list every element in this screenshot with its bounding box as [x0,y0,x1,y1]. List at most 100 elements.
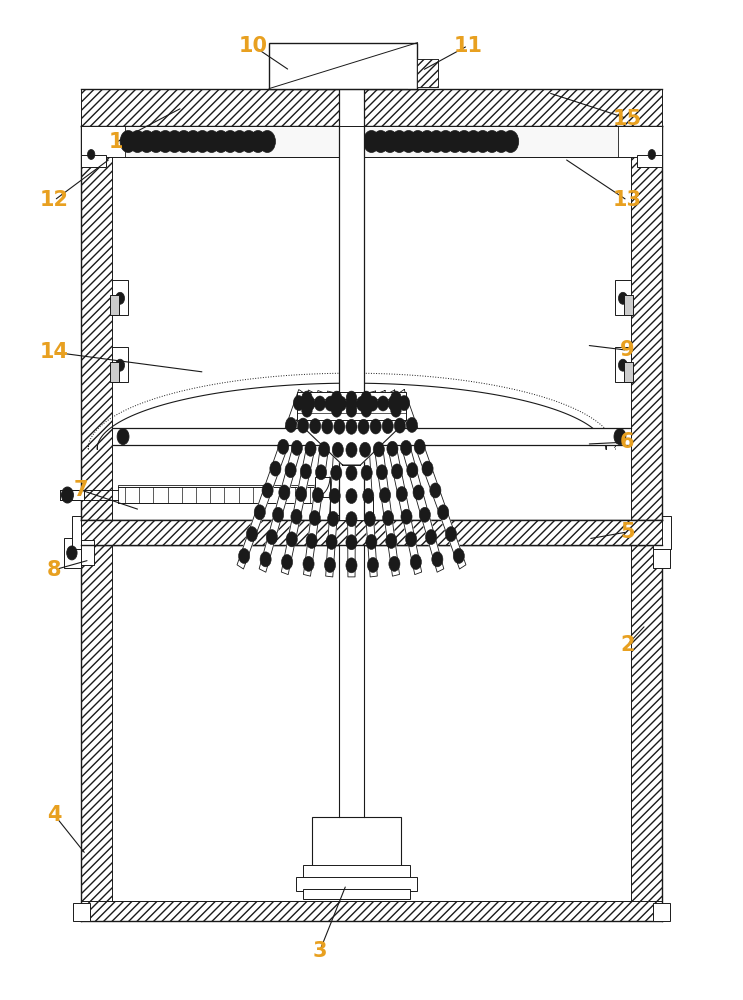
Circle shape [346,489,357,504]
Circle shape [380,488,391,503]
Bar [617,126,662,157]
Circle shape [446,527,456,542]
Circle shape [309,511,320,526]
Circle shape [388,396,399,411]
Bar [653,538,669,568]
Circle shape [212,131,229,152]
Circle shape [398,396,409,411]
Circle shape [346,465,357,480]
Text: 15: 15 [613,109,642,129]
Text: 11: 11 [453,36,482,56]
Circle shape [382,419,393,434]
Bar [81,545,112,921]
Circle shape [148,131,164,152]
Circle shape [484,131,500,152]
Circle shape [331,465,342,480]
Circle shape [322,419,333,434]
Bar [112,347,129,382]
Bar [303,865,410,879]
Circle shape [406,417,418,432]
Circle shape [273,507,284,522]
Circle shape [383,511,394,526]
Circle shape [231,131,247,152]
Circle shape [250,131,266,152]
Bar [81,520,662,545]
Circle shape [382,131,398,152]
Circle shape [279,485,290,500]
Circle shape [447,131,463,152]
Bar [269,43,418,89]
Circle shape [314,396,325,411]
Bar [623,362,632,382]
Bar [315,477,330,497]
Bar [81,540,94,565]
Circle shape [346,403,357,417]
Circle shape [293,396,305,411]
Circle shape [305,441,316,456]
Circle shape [332,442,343,457]
Circle shape [129,131,146,152]
Circle shape [334,419,345,434]
Polygon shape [377,391,421,575]
Bar [339,84,364,126]
Text: 14: 14 [39,342,68,362]
Circle shape [158,131,173,152]
Circle shape [175,131,192,152]
Bar [81,126,126,157]
Circle shape [325,557,336,572]
Bar [631,545,662,921]
Circle shape [278,439,289,454]
Circle shape [328,511,339,526]
Circle shape [475,131,491,152]
Circle shape [391,131,407,152]
Polygon shape [296,420,407,465]
Text: 2: 2 [620,635,635,655]
Circle shape [363,488,374,503]
Circle shape [389,556,400,571]
Circle shape [325,396,336,411]
Circle shape [367,557,378,572]
Circle shape [391,403,401,417]
Circle shape [270,461,281,476]
Circle shape [316,465,327,480]
Circle shape [247,527,258,542]
Text: 10: 10 [239,36,267,56]
Bar [339,126,364,520]
Circle shape [303,556,314,571]
Circle shape [401,509,412,524]
Circle shape [377,396,389,411]
Circle shape [456,131,473,152]
Circle shape [346,535,357,550]
Circle shape [117,429,129,445]
Circle shape [438,505,449,520]
Text: 3: 3 [312,941,327,961]
Polygon shape [357,392,377,577]
Circle shape [419,507,430,522]
Circle shape [400,440,412,455]
Circle shape [67,546,77,560]
Bar [112,280,129,315]
Circle shape [282,554,293,569]
Polygon shape [237,390,307,569]
Circle shape [360,442,371,457]
Text: 6: 6 [620,432,635,452]
Bar [330,497,373,515]
Circle shape [453,548,464,563]
Polygon shape [282,391,326,575]
Text: 4: 4 [47,805,62,825]
Circle shape [286,532,297,547]
Circle shape [438,131,454,152]
Circle shape [62,487,74,503]
Bar [72,516,91,549]
Circle shape [366,534,377,549]
Circle shape [618,359,627,371]
Circle shape [120,131,137,152]
Circle shape [266,530,277,545]
Circle shape [116,292,125,304]
Bar [631,126,662,520]
Bar [312,817,401,867]
Circle shape [400,131,417,152]
Circle shape [302,403,312,417]
Circle shape [185,131,201,152]
Text: 5: 5 [620,522,635,542]
